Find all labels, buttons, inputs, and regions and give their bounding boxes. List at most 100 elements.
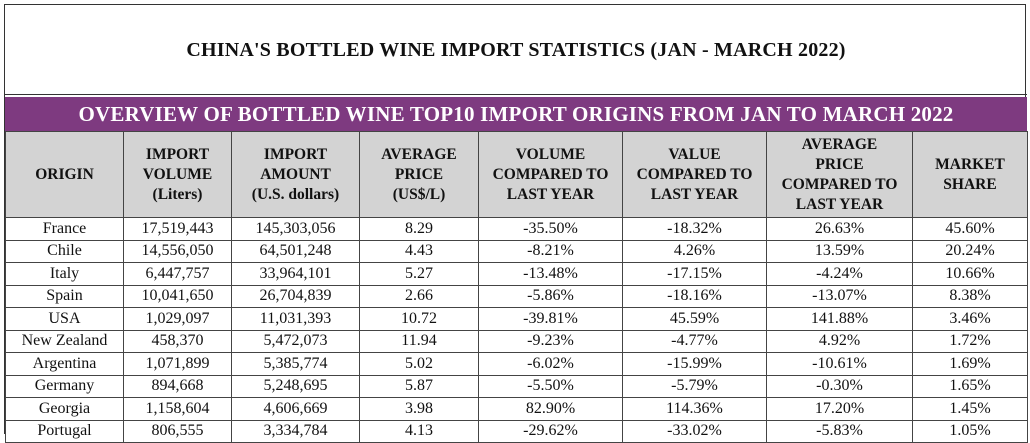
column-header-line: COMPARED TO [636, 165, 753, 183]
table-cell: 4.26% [622, 239, 767, 263]
table-cell: 1,071,899 [123, 352, 232, 376]
table-cell: 10.72 [359, 307, 479, 331]
table-cell: 20.24% [912, 239, 1028, 263]
table-cell: 1.69% [912, 352, 1028, 376]
table-cell: -4.77% [622, 329, 767, 353]
table-cell: 141.88% [766, 307, 913, 331]
column-header-line: IMPORT [263, 145, 328, 163]
table-cell: -13.48% [478, 262, 623, 286]
table-cell: 6,447,757 [123, 262, 232, 286]
column-header: MARKET SHARE [912, 131, 1028, 218]
table-cell: 806,555 [123, 419, 232, 443]
table-cell: -15.99% [622, 352, 767, 376]
table-row: USA 1,029,097 11,031,393 10.72 -39.81% 45.59%… [5, 307, 1028, 331]
table-cell: -18.16% [622, 284, 767, 308]
table-cell: -5.86% [478, 284, 623, 308]
table-cell: 8.38% [912, 284, 1028, 308]
table-cell: -0.30% [766, 374, 913, 398]
table-cell: 11.94 [359, 329, 479, 353]
column-header-line: AVERAGE [801, 135, 878, 153]
table-cell: 5.27 [359, 262, 479, 286]
column-header: IMPORT VOLUME (Liters) [123, 131, 232, 218]
table-cell: -13.07% [766, 284, 913, 308]
column-header-line: PRICE [394, 165, 444, 183]
column-header-line: PRICE [815, 155, 864, 173]
column-header-line: SHARE [943, 175, 997, 193]
table-cell: -18.32% [622, 217, 767, 241]
origin-cell: Germany [5, 374, 124, 398]
origin-cell: France [5, 217, 124, 241]
table-cell: 2.66 [359, 284, 479, 308]
table-cell: 14,556,050 [123, 239, 232, 263]
table-cell: 8.29 [359, 217, 479, 241]
table-cell: 1.05% [912, 419, 1028, 443]
table-cell: 10,041,650 [123, 284, 232, 308]
table-cell: 1.72% [912, 329, 1028, 353]
column-header-line: VOLUME [515, 145, 586, 163]
table-cell: -10.61% [766, 352, 913, 376]
column-header-line: COMPARED TO [781, 175, 898, 193]
origin-cell: Chile [5, 239, 124, 263]
table-cell: 3,334,784 [231, 419, 360, 443]
table-cell: 4.92% [766, 329, 913, 353]
column-header-line: AVERAGE [381, 145, 457, 163]
column-header: VALUE COMPARED TO LAST YEAR [622, 131, 767, 218]
column-header-line: ORIGIN [35, 165, 94, 183]
column-header-line: COMPARED TO [492, 165, 609, 183]
table-banner: OVERVIEW OF BOTTLED WINE TOP10 IMPORT OR… [5, 97, 1027, 131]
table-cell: 45.60% [912, 217, 1028, 241]
column-header-line: (Liters) [152, 185, 203, 203]
column-header-line: (US$/L) [392, 185, 446, 203]
table-cell: 4,606,669 [231, 397, 360, 421]
column-header-line: LAST YEAR [795, 195, 884, 213]
table-cell: 10.66% [912, 262, 1028, 286]
origin-cell: Portugal [5, 419, 124, 443]
table-cell: 3.46% [912, 307, 1028, 331]
origin-cell: Italy [5, 262, 124, 286]
table-cell: 45.59% [622, 307, 767, 331]
header-row: ORIGIN IMPORT VOLUME (Liters) IMPORT AMOUNT (U… [5, 131, 1028, 218]
column-header: IMPORT AMOUNT (U.S. dollars) [231, 131, 360, 218]
table-cell: 894,668 [123, 374, 232, 398]
table-cell: -17.15% [622, 262, 767, 286]
table-cell: 11,031,393 [231, 307, 360, 331]
document-frame: CHINA'S BOTTLED WINE IMPORT STATISTICS (… [4, 4, 1028, 443]
column-header-line: MARKET [935, 155, 1005, 173]
table-cell: -9.23% [478, 329, 623, 353]
table-cell: 5.87 [359, 374, 479, 398]
origin-cell: New Zealand [5, 329, 124, 353]
table-cell: 17.20% [766, 397, 913, 421]
column-header-line: AMOUNT [260, 165, 331, 183]
table-cell: 145,303,056 [231, 217, 360, 241]
table-cell: 3.98 [359, 397, 479, 421]
table-cell: -6.02% [478, 352, 623, 376]
column-header-line: VOLUME [142, 165, 213, 183]
table-cell: 26,704,839 [231, 284, 360, 308]
table-row: Georgia 1,158,604 4,606,669 3.98 82.90% 114.3… [5, 397, 1028, 421]
origin-cell: Spain [5, 284, 124, 308]
table-cell: -5.50% [478, 374, 623, 398]
table-row: France 17,519,443 145,303,056 8.29 -35.50% -1… [5, 217, 1028, 241]
title-row: CHINA'S BOTTLED WINE IMPORT STATISTICS (… [5, 5, 1027, 95]
table-cell: 33,964,101 [231, 262, 360, 286]
table-cell: -5.79% [622, 374, 767, 398]
table-cell: 13.59% [766, 239, 913, 263]
table-cell: 458,370 [123, 329, 232, 353]
table-cell: 5,248,695 [231, 374, 360, 398]
column-header: ORIGIN [5, 131, 124, 218]
wine-import-table: ORIGIN IMPORT VOLUME (Liters) IMPORT AMOUNT (U… [5, 131, 1028, 443]
table-cell: 1,029,097 [123, 307, 232, 331]
origin-cell: Argentina [5, 352, 124, 376]
table-cell: -35.50% [478, 217, 623, 241]
table-cell: 5.02 [359, 352, 479, 376]
column-header: VOLUME COMPARED TO LAST YEAR [478, 131, 623, 218]
column-header-line: LAST YEAR [506, 185, 595, 203]
table-cell: 82.90% [478, 397, 623, 421]
table-cell: -39.81% [478, 307, 623, 331]
table-row: Germany 894,668 5,248,695 5.87 -5.50% -5.79% -… [5, 374, 1028, 398]
table-row: New Zealand 458,370 5,472,073 11.94 -9.23% -4… [5, 329, 1028, 353]
column-header: AVERAGE PRICE COMPARED TO LAST YEAR [766, 131, 913, 218]
column-header-line: VALUE [668, 145, 721, 163]
table-row: Portugal 806,555 3,334,784 4.13 -29.62% -33.0… [5, 419, 1028, 443]
table-cell: -33.02% [622, 419, 767, 443]
